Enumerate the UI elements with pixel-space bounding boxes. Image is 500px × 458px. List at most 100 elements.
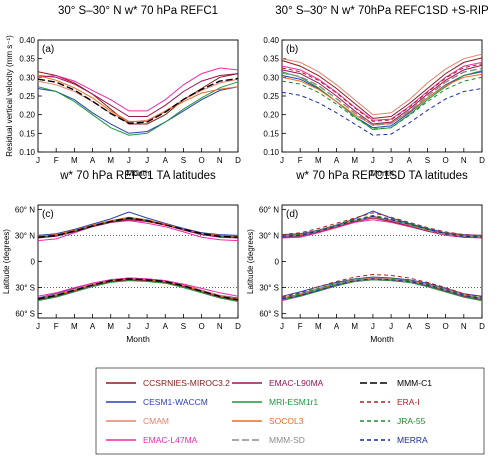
y-tick-label: 60° S bbox=[259, 310, 279, 319]
y-tick-label: 0 bbox=[31, 258, 36, 267]
x-tick-label: F bbox=[54, 322, 59, 331]
x-tick-label: D bbox=[479, 322, 485, 331]
x-tick-label: A bbox=[90, 322, 96, 331]
x-tick-label: A bbox=[407, 322, 413, 331]
series-line-cmam bbox=[281, 53, 483, 116]
series-line-era-i bbox=[281, 273, 483, 298]
series-line-cesm1-waccm bbox=[281, 71, 483, 129]
series-line-mmm-c1 bbox=[37, 77, 239, 125]
series-line-emac-l90ma bbox=[37, 279, 239, 302]
x-tick-label: A bbox=[407, 156, 413, 165]
x-tick-label: F bbox=[298, 322, 303, 331]
y-tick-label: 0.20 bbox=[19, 111, 35, 120]
x-tick-label: N bbox=[217, 156, 223, 165]
x-tick-label: J bbox=[389, 322, 393, 331]
panel-c: w* 70 hPa REFC1 TA latitudes (c) 60° N 30° … bbox=[2, 170, 241, 344]
series-line-era-i bbox=[281, 212, 483, 236]
y-axis-label: Latitude (degrees) bbox=[246, 229, 255, 294]
series-line-emac-l47ma bbox=[281, 219, 483, 239]
y-axis-label: Residual vertical velocity (mm s⁻¹) bbox=[5, 35, 14, 157]
y-tick-label: 0.35 bbox=[19, 55, 35, 64]
y-tick-label: 0.25 bbox=[19, 92, 35, 101]
series-line-merra bbox=[281, 278, 483, 300]
legend-label: MMM-C1 bbox=[397, 378, 432, 388]
x-tick-label: S bbox=[425, 156, 430, 165]
series-line-emac-l47ma bbox=[37, 67, 239, 112]
x-tick-label: S bbox=[425, 322, 430, 331]
y-tick-label: 0.15 bbox=[263, 129, 279, 138]
x-tick-label: J bbox=[127, 322, 131, 331]
chart-title: 30° S–30° N w* 70 hPa REFC1 bbox=[58, 5, 218, 17]
x-tick-label: M bbox=[71, 322, 78, 331]
series-line-jra-55 bbox=[281, 76, 483, 130]
legend: CCSRNIES-MIROC3.2 CESM1-WACCM CMAM EMAC-L47… bbox=[95, 367, 485, 455]
series-line-emac-l90ma bbox=[37, 219, 239, 239]
x-tick-label: O bbox=[199, 322, 205, 331]
series-line-emac-l47ma bbox=[281, 61, 483, 121]
x-tick-label: M bbox=[71, 156, 78, 165]
x-tick-label: M bbox=[315, 156, 322, 165]
y-tick-label: 60° N bbox=[15, 205, 35, 214]
y-tick-label: 30° N bbox=[15, 231, 35, 240]
x-tick-label: D bbox=[235, 322, 241, 331]
series-line-cesm1-waccm bbox=[281, 276, 483, 297]
legend-box bbox=[95, 367, 485, 455]
legend-label: MERRA bbox=[397, 435, 428, 445]
x-tick-label: N bbox=[461, 322, 467, 331]
y-tick-label: 0.35 bbox=[263, 55, 279, 64]
x-tick-label: A bbox=[163, 156, 169, 165]
legend-label: CESM1-WACCM bbox=[143, 397, 208, 407]
x-tick-label: D bbox=[235, 156, 241, 165]
x-tick-label: N bbox=[461, 156, 467, 165]
series-line-mmm-sd bbox=[281, 216, 483, 238]
x-axis-label: Month bbox=[126, 168, 150, 178]
series-line-mri-esm1r1 bbox=[37, 280, 239, 302]
legend-label: EMAC-L90MA bbox=[269, 378, 324, 388]
x-tick-label: M bbox=[351, 156, 358, 165]
x-tick-label: D bbox=[479, 156, 485, 165]
panel-label: (b) bbox=[286, 44, 298, 55]
x-axis-label: Month bbox=[370, 168, 394, 178]
x-tick-label: J bbox=[371, 322, 375, 331]
legend-label: CMAM bbox=[143, 416, 169, 426]
y-tick-label: 0 bbox=[275, 258, 280, 267]
legend-label: CCSRNIES-MIROC3.2 bbox=[143, 378, 230, 388]
x-tick-label: J bbox=[145, 322, 149, 331]
legend-label: ERA-I bbox=[397, 397, 420, 407]
x-tick-label: S bbox=[181, 156, 186, 165]
plot-frame bbox=[281, 204, 483, 319]
y-tick-label: 0.25 bbox=[263, 92, 279, 101]
legend-label: MMM-SD bbox=[269, 435, 305, 445]
y-tick-label: 0.30 bbox=[263, 73, 279, 82]
series-line-era-i bbox=[281, 63, 483, 122]
x-tick-label: M bbox=[107, 156, 114, 165]
series-line-mmm-c1 bbox=[37, 217, 239, 238]
y-tick-label: 30° N bbox=[259, 231, 279, 240]
legend-label: JRA-55 bbox=[397, 416, 426, 426]
series-line-mri-esm1r1 bbox=[281, 279, 483, 302]
y-tick-label: 0.10 bbox=[263, 148, 279, 157]
panel-a: 30° S–30° N w* 70 hPa REFC1 (a) 0.10 0.15 0.… bbox=[5, 5, 241, 178]
y-tick-label: 30° S bbox=[259, 284, 279, 293]
series-line-emac-l47ma bbox=[37, 220, 239, 242]
x-tick-label: F bbox=[54, 156, 59, 165]
x-tick-label: A bbox=[90, 156, 96, 165]
series-line-socol3 bbox=[37, 75, 239, 122]
series-line-emac-l90ma bbox=[281, 64, 483, 125]
y-tick-label: 0.30 bbox=[19, 73, 35, 82]
x-tick-label: J bbox=[145, 156, 149, 165]
series-line-socol3 bbox=[37, 278, 239, 300]
x-tick-label: O bbox=[199, 156, 205, 165]
series-line-mri-esm1r1 bbox=[37, 81, 239, 136]
series-line-emac-l47ma bbox=[37, 277, 239, 297]
legend-label: SOCOL3 bbox=[269, 416, 304, 426]
series-line-cesm1-waccm bbox=[37, 86, 239, 134]
x-tick-label: A bbox=[334, 322, 340, 331]
x-tick-label: M bbox=[351, 322, 358, 331]
x-tick-label: O bbox=[443, 156, 449, 165]
x-axis-label: Month bbox=[126, 334, 150, 344]
y-tick-label: 0.15 bbox=[19, 129, 35, 138]
x-tick-label: N bbox=[217, 322, 223, 331]
series-line-emac-l90ma bbox=[37, 73, 239, 117]
